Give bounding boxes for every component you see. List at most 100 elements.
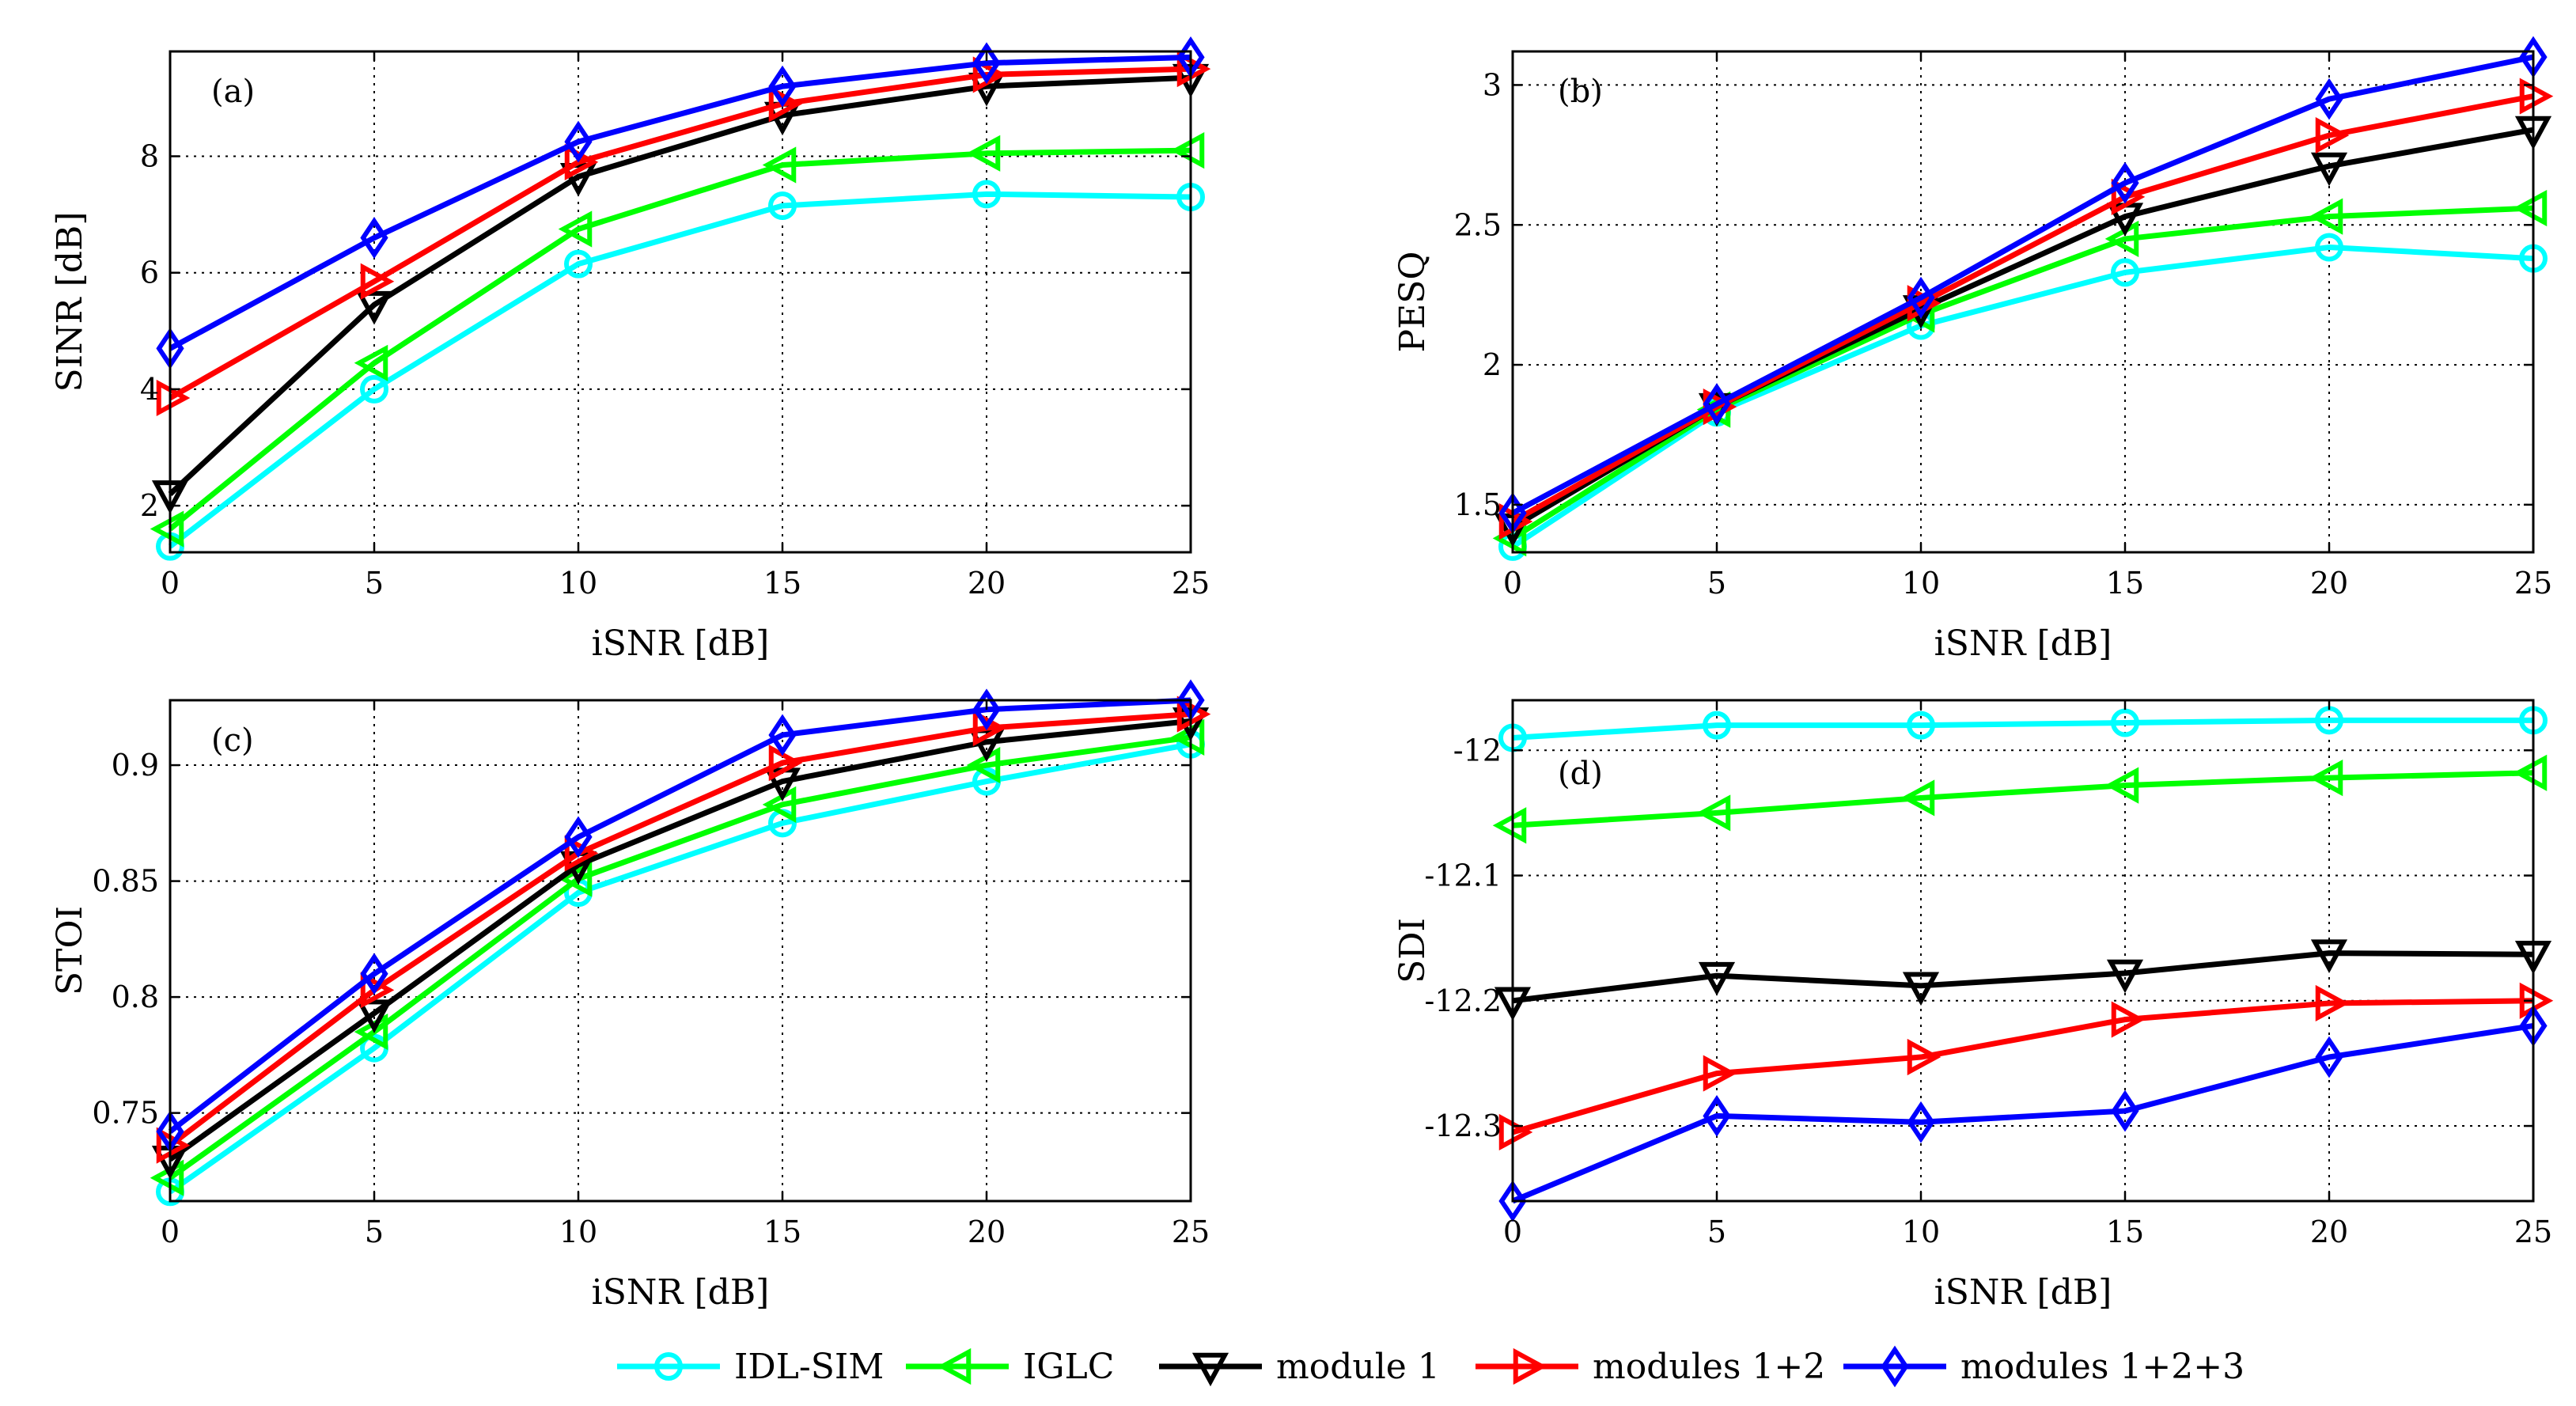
legend-marker <box>937 1347 972 1385</box>
data-point <box>1703 1055 1737 1092</box>
y-tick-label: -12.2 <box>1425 983 1502 1018</box>
legend-marker <box>654 1352 683 1381</box>
data-point <box>150 510 184 548</box>
legend-marker <box>1513 1347 1547 1385</box>
data-point <box>156 1127 191 1164</box>
y-axis-label: PESQ <box>1392 252 1433 353</box>
data-point <box>2310 939 2348 973</box>
x-tick-label: 10 <box>559 566 597 601</box>
data-point <box>972 688 1001 731</box>
data-point <box>2513 189 2548 227</box>
chart-panel-a: 0 5 10 15 20 25 2 4 6 8 iSNR [dB] SINR [dB] (a) <box>50 36 1211 664</box>
x-tick-label: 5 <box>1707 1215 1726 1249</box>
series-modules-1-2-3 <box>156 679 1205 1153</box>
series-line <box>1511 244 2534 549</box>
data-point <box>2111 161 2139 204</box>
data-point <box>355 999 393 1033</box>
data-point <box>360 263 395 300</box>
data-point <box>564 120 593 163</box>
data-point <box>360 374 388 404</box>
legend-item: module 1 <box>1159 1347 1440 1387</box>
x-tick-label: 25 <box>2514 566 2552 601</box>
x-tick-label: 15 <box>2106 1215 2144 1249</box>
x-tick-label: 0 <box>161 566 180 601</box>
series-line <box>1511 54 2534 516</box>
series-line <box>169 54 1191 351</box>
x-tick-label: 0 <box>1503 1215 1522 1249</box>
x-axis-label: iSNR [dB] <box>1934 623 2112 664</box>
legend-label: IGLC <box>1023 1347 1114 1387</box>
y-axis-label: STOI <box>50 906 90 995</box>
data-point <box>2315 984 2350 1022</box>
legend-item: modules 1+2 <box>1476 1347 1825 1387</box>
data-point <box>354 344 388 381</box>
data-point <box>564 249 593 279</box>
data-point <box>2111 708 2139 737</box>
y-tick-label: 2 <box>1483 347 1502 382</box>
data-point <box>1698 961 1736 996</box>
data-point <box>762 146 797 184</box>
x-tick-label: 20 <box>968 1215 1006 1249</box>
data-point <box>2104 767 2139 804</box>
series-line <box>168 711 1191 1148</box>
series-line <box>168 734 1191 1181</box>
series-line <box>1512 998 2534 1135</box>
data-point <box>2315 116 2350 154</box>
axes-frame <box>1511 699 2535 1203</box>
data-point <box>559 163 597 197</box>
panel-label: (a) <box>211 74 255 110</box>
data-point <box>2519 78 2554 115</box>
data-point <box>966 135 1001 172</box>
axes-frame <box>1511 50 2535 554</box>
data-point <box>558 210 593 248</box>
y-tick-label: 8 <box>140 138 159 173</box>
chart-panel-b: 0 5 10 15 20 25 1.5 2 2.5 3 iSNR [dB] PESQ (b) <box>1392 36 2554 664</box>
x-tick-label: 25 <box>1172 1215 1210 1249</box>
y-tick-label: 0.85 <box>92 864 159 899</box>
data-point <box>360 972 395 1009</box>
data-point <box>1492 807 1527 844</box>
data-point <box>768 191 797 221</box>
data-point <box>2111 1090 2139 1132</box>
x-tick-label: 10 <box>1902 1215 1940 1249</box>
series-line <box>1511 93 2534 525</box>
data-point <box>360 953 388 995</box>
data-point <box>2309 760 2343 797</box>
data-point <box>1907 1101 1935 1143</box>
series-line <box>168 74 1191 496</box>
data-point <box>1900 779 1935 817</box>
y-tick-label: -12.1 <box>1425 858 1502 893</box>
legend-box <box>601 1337 2013 1397</box>
data-point <box>355 290 393 325</box>
legend-label: IDL-SIM <box>734 1347 884 1387</box>
series-line <box>1512 717 2533 741</box>
y-tick-label: 3 <box>1483 67 1502 102</box>
y-tick-label: 2.5 <box>1454 207 1502 242</box>
legend-item: modules 1+2+3 <box>1843 1345 2245 1388</box>
plot-area <box>170 51 1191 552</box>
x-tick-label: 25 <box>1172 566 1210 601</box>
data-point <box>1703 711 1731 740</box>
y-tick-label: 0.8 <box>112 980 159 1014</box>
data-point <box>1902 972 1940 1006</box>
data-point <box>1907 276 1935 319</box>
x-tick-label: 20 <box>2310 1215 2348 1249</box>
data-point <box>1703 1094 1731 1137</box>
legend-marker <box>1881 1345 1909 1388</box>
y-tick-label: 4 <box>140 372 159 407</box>
x-tick-label: 15 <box>763 1215 801 1249</box>
data-point <box>1907 711 1935 740</box>
data-point <box>768 745 803 782</box>
legend-marker <box>1191 1352 1229 1387</box>
y-tick-label: 0.75 <box>92 1096 159 1131</box>
x-axis-label: iSNR [dB] <box>592 623 770 664</box>
x-axis-label: iSNR [dB] <box>1934 1272 2112 1313</box>
data-point <box>1176 50 1211 88</box>
data-point <box>2106 959 2144 994</box>
legend-label: modules 1+2+3 <box>1960 1347 2245 1387</box>
legend: IDL-SIM IGLC module 1 modules 1+2 modules 1+… <box>601 1337 2245 1397</box>
x-tick-label: 5 <box>365 566 384 601</box>
data-point <box>768 714 797 756</box>
data-point <box>972 180 1001 209</box>
